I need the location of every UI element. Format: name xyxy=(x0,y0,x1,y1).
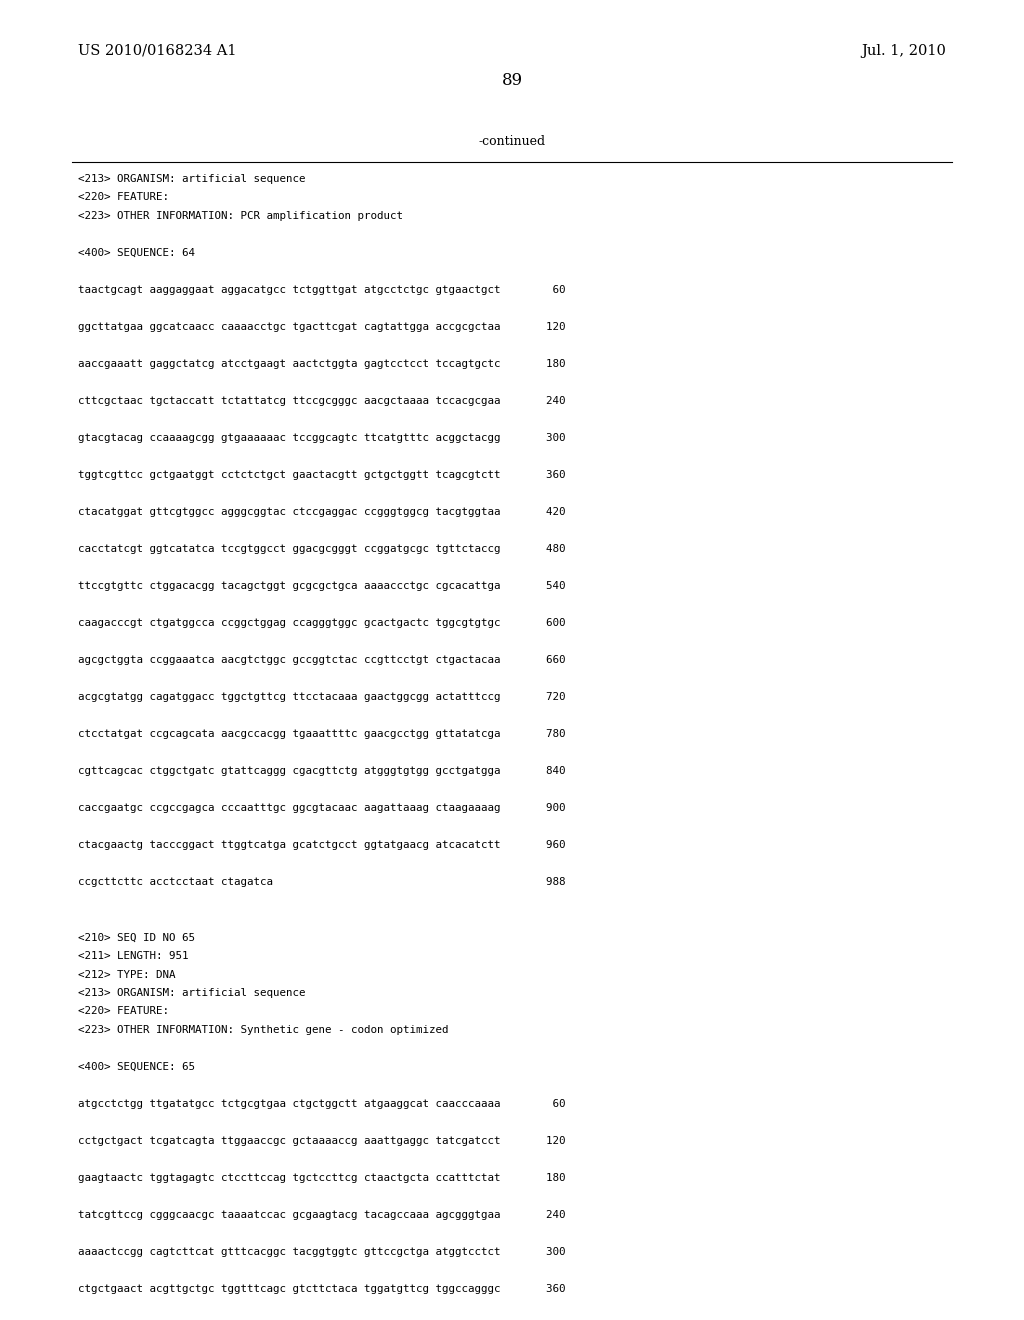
Text: <213> ORGANISM: artificial sequence: <213> ORGANISM: artificial sequence xyxy=(78,174,305,183)
Text: ccgcttcttc acctcctaat ctagatca                                          988: ccgcttcttc acctcctaat ctagatca 988 xyxy=(78,876,565,887)
Text: acgcgtatgg cagatggacc tggctgttcg ttcctacaaa gaactggcgg actatttccg       720: acgcgtatgg cagatggacc tggctgttcg ttcctac… xyxy=(78,692,565,702)
Text: ctacatggat gttcgtggcc agggcggtac ctccgaggac ccgggtggcg tacgtggtaa       420: ctacatggat gttcgtggcc agggcggtac ctccgag… xyxy=(78,507,565,517)
Text: ctgctgaact acgttgctgc tggtttcagc gtcttctaca tggatgttcg tggccagggc       360: ctgctgaact acgttgctgc tggtttcagc gtcttct… xyxy=(78,1284,565,1294)
Text: ggcttatgaa ggcatcaacc caaaacctgc tgacttcgat cagtattgga accgcgctaa       120: ggcttatgaa ggcatcaacc caaaacctgc tgacttc… xyxy=(78,322,565,333)
Text: Jul. 1, 2010: Jul. 1, 2010 xyxy=(861,44,946,58)
Text: caagacccgt ctgatggcca ccggctggag ccagggtggc gcactgactc tggcgtgtgc       600: caagacccgt ctgatggcca ccggctggag ccagggt… xyxy=(78,618,565,628)
Text: cctgctgact tcgatcagta ttggaaccgc gctaaaaccg aaattgaggc tatcgatcct       120: cctgctgact tcgatcagta ttggaaccgc gctaaaa… xyxy=(78,1137,565,1146)
Text: <400> SEQUENCE: 64: <400> SEQUENCE: 64 xyxy=(78,248,195,257)
Text: <212> TYPE: DNA: <212> TYPE: DNA xyxy=(78,969,175,979)
Text: US 2010/0168234 A1: US 2010/0168234 A1 xyxy=(78,44,237,58)
Text: <211> LENGTH: 951: <211> LENGTH: 951 xyxy=(78,950,188,961)
Text: <223> OTHER INFORMATION: Synthetic gene - codon optimized: <223> OTHER INFORMATION: Synthetic gene … xyxy=(78,1026,449,1035)
Text: <223> OTHER INFORMATION: PCR amplification product: <223> OTHER INFORMATION: PCR amplificati… xyxy=(78,211,403,220)
Text: ctacgaactg tacccggact ttggtcatga gcatctgcct ggtatgaacg atcacatctt       960: ctacgaactg tacccggact ttggtcatga gcatctg… xyxy=(78,840,565,850)
Text: aaaactccgg cagtcttcat gtttcacggc tacggtggtc gttccgctga atggtcctct       300: aaaactccgg cagtcttcat gtttcacggc tacggtg… xyxy=(78,1247,565,1257)
Text: atgcctctgg ttgatatgcc tctgcgtgaa ctgctggctt atgaaggcat caacccaaaa        60: atgcctctgg ttgatatgcc tctgcgtgaa ctgctgg… xyxy=(78,1100,565,1109)
Text: aaccgaaatt gaggctatcg atcctgaagt aactctggta gagtcctcct tccagtgctc       180: aaccgaaatt gaggctatcg atcctgaagt aactctg… xyxy=(78,359,565,370)
Text: <220> FEATURE:: <220> FEATURE: xyxy=(78,1007,169,1016)
Text: agcgctggta ccggaaatca aacgtctggc gccggtctac ccgttcctgt ctgactacaa       660: agcgctggta ccggaaatca aacgtctggc gccggtc… xyxy=(78,655,565,665)
Text: -continued: -continued xyxy=(478,135,546,148)
Text: cgttcagcac ctggctgatc gtattcaggg cgacgttctg atgggtgtgg gcctgatgga       840: cgttcagcac ctggctgatc gtattcaggg cgacgtt… xyxy=(78,766,565,776)
Text: ttccgtgttc ctggacacgg tacagctggt gcgcgctgca aaaaccctgc cgcacattga       540: ttccgtgttc ctggacacgg tacagctggt gcgcgct… xyxy=(78,581,565,591)
Text: <400> SEQUENCE: 65: <400> SEQUENCE: 65 xyxy=(78,1063,195,1072)
Text: cacctatcgt ggtcatatca tccgtggcct ggacgcgggt ccggatgcgc tgttctaccg       480: cacctatcgt ggtcatatca tccgtggcct ggacgcg… xyxy=(78,544,565,554)
Text: tggtcgttcc gctgaatggt cctctctgct gaactacgtt gctgctggtt tcagcgtctt       360: tggtcgttcc gctgaatggt cctctctgct gaactac… xyxy=(78,470,565,480)
Text: ctcctatgat ccgcagcata aacgccacgg tgaaattttc gaacgcctgg gttatatcga       780: ctcctatgat ccgcagcata aacgccacgg tgaaatt… xyxy=(78,729,565,739)
Text: caccgaatgc ccgccgagca cccaatttgc ggcgtacaac aagattaaag ctaagaaaag       900: caccgaatgc ccgccgagca cccaatttgc ggcgtac… xyxy=(78,803,565,813)
Text: <220> FEATURE:: <220> FEATURE: xyxy=(78,193,169,202)
Text: gtacgtacag ccaaaagcgg gtgaaaaaac tccggcagtc ttcatgtttc acggctacgg       300: gtacgtacag ccaaaagcgg gtgaaaaaac tccggca… xyxy=(78,433,565,444)
Text: <213> ORGANISM: artificial sequence: <213> ORGANISM: artificial sequence xyxy=(78,987,305,998)
Text: <210> SEQ ID NO 65: <210> SEQ ID NO 65 xyxy=(78,932,195,942)
Text: cttcgctaac tgctaccatt tctattatcg ttccgcgggc aacgctaaaa tccacgcgaa       240: cttcgctaac tgctaccatt tctattatcg ttccgcg… xyxy=(78,396,565,407)
Text: taactgcagt aaggaggaat aggacatgcc tctggttgat atgcctctgc gtgaactgct        60: taactgcagt aaggaggaat aggacatgcc tctggtt… xyxy=(78,285,565,294)
Text: 89: 89 xyxy=(502,73,522,88)
Text: gaagtaactc tggtagagtc ctccttccag tgctccttcg ctaactgcta ccatttctat       180: gaagtaactc tggtagagtc ctccttccag tgctcct… xyxy=(78,1173,565,1183)
Text: tatcgttccg cgggcaacgc taaaatccac gcgaagtacg tacagccaaa agcgggtgaa       240: tatcgttccg cgggcaacgc taaaatccac gcgaagt… xyxy=(78,1210,565,1220)
